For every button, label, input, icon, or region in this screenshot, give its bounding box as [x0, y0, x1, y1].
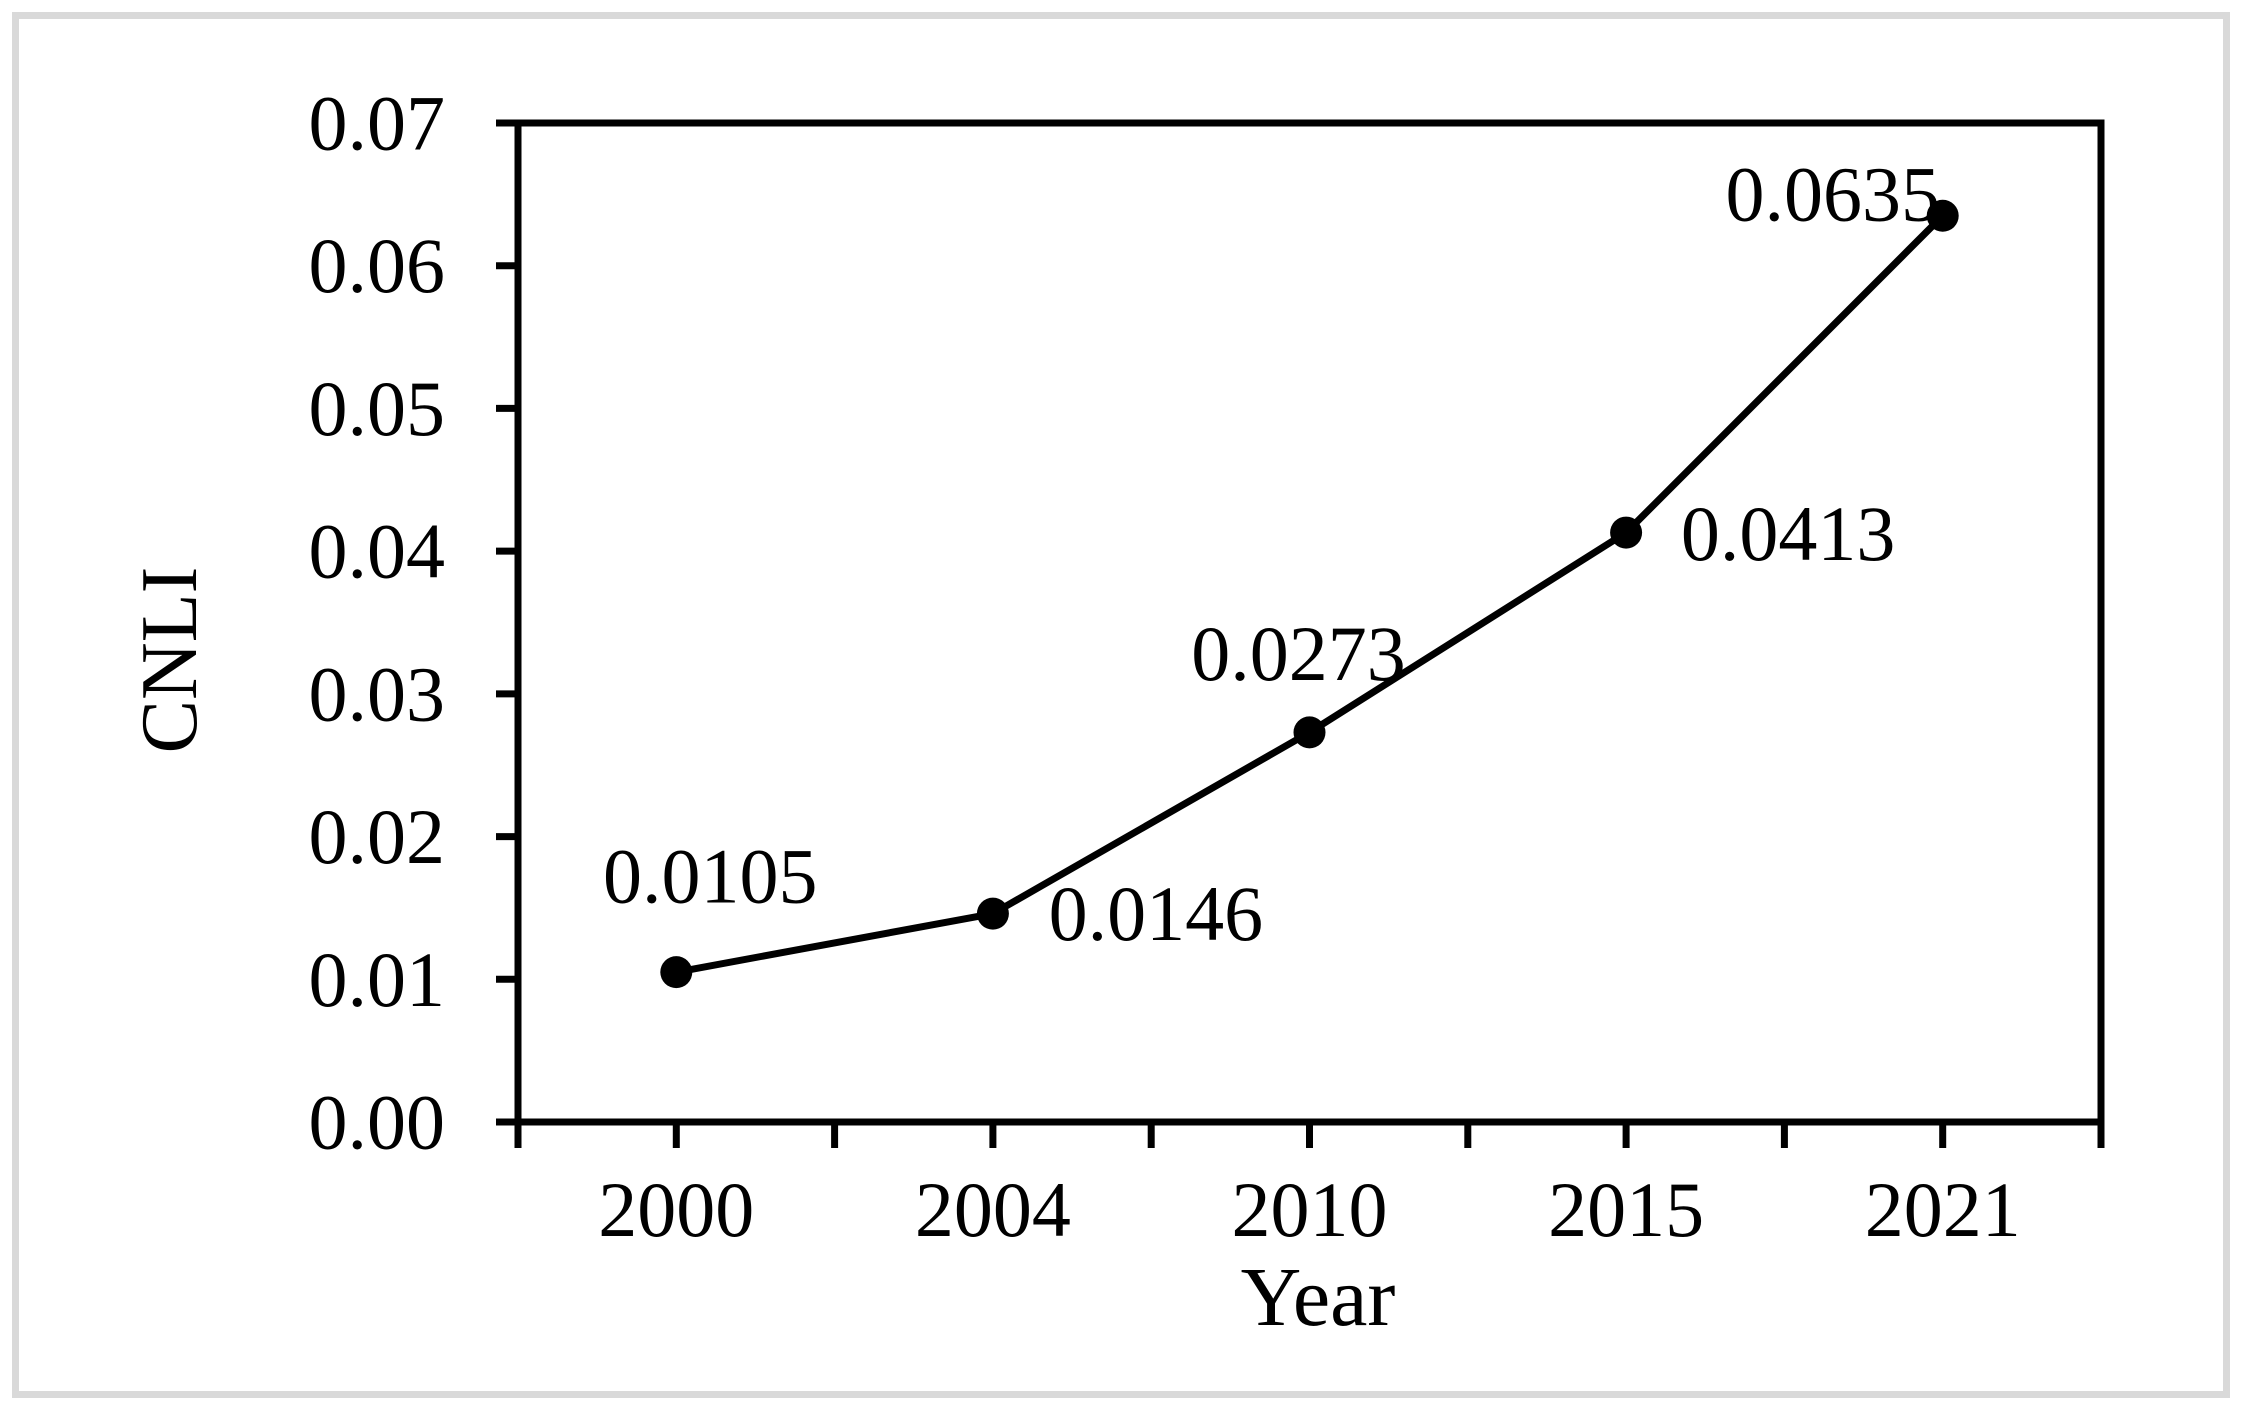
y-tick-label: 0.03: [309, 650, 446, 737]
y-tick-label: 0.00: [309, 1079, 446, 1166]
data-point-marker: [1926, 199, 1959, 232]
y-tick-label: 0.04: [309, 508, 446, 595]
y-tick-label: 0.06: [309, 222, 446, 309]
data-point-marker: [1293, 716, 1326, 749]
x-tick-label: 2010: [1232, 1166, 1388, 1253]
y-tick-label: 0.02: [309, 793, 446, 880]
data-point-label: 0.0273: [1191, 610, 1406, 697]
x-tick-label: 2004: [915, 1166, 1071, 1253]
y-tick-label: 0.05: [309, 365, 446, 452]
data-point-label: 0.0635: [1725, 150, 1940, 237]
data-point-marker: [660, 956, 693, 989]
y-tick-label: 0.01: [309, 936, 446, 1023]
x-tick-label: 2021: [1865, 1166, 2021, 1253]
data-point-label: 0.0146: [1049, 870, 1264, 957]
x-tick-label: 2000: [598, 1166, 754, 1253]
data-point-marker: [1610, 516, 1643, 549]
series-line: [672, 212, 1947, 976]
y-axis-title: CNLI: [126, 567, 214, 754]
y-tick-label: 0.07: [309, 80, 446, 167]
x-axis-title: Year: [1241, 1251, 1396, 1344]
figure-border: [12, 12, 2230, 1398]
data-point-label: 0.0413: [1681, 490, 1896, 577]
data-point-label: 0.0105: [603, 833, 818, 920]
data-point-marker: [976, 897, 1009, 930]
x-tick-label: 2015: [1548, 1166, 1704, 1253]
